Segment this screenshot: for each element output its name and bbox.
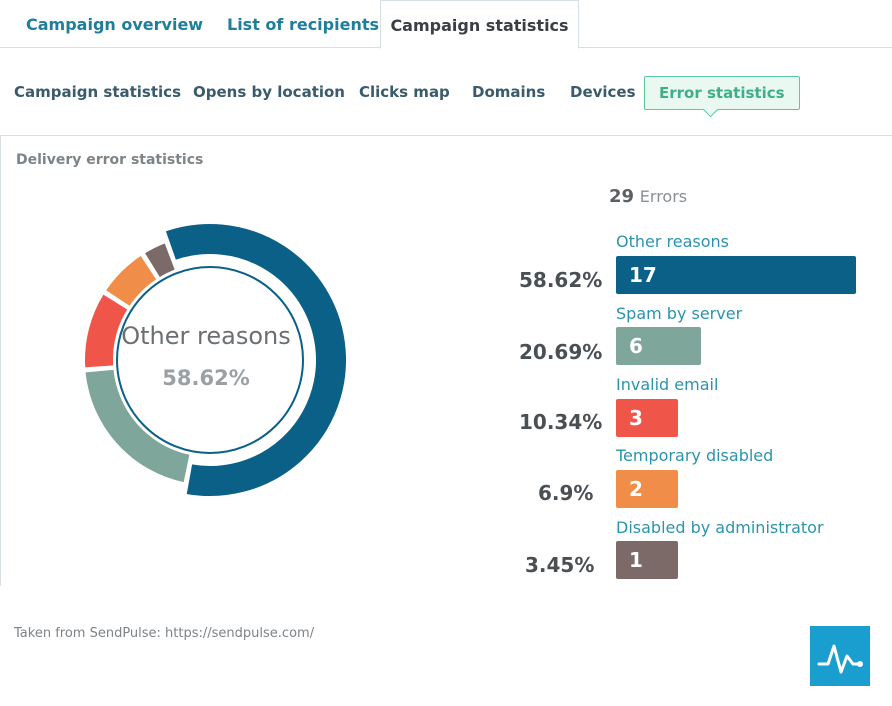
- bar-other-reasons: 17: [616, 256, 856, 294]
- error-donut-chart: [83, 222, 348, 498]
- row-percent-other-reasons: 58.62%: [519, 268, 603, 292]
- row-percent-temporary-disabled: 6.9%: [538, 481, 594, 505]
- section-title: Delivery error statistics: [16, 152, 204, 168]
- bar-disabled-by-administrator: 1: [616, 541, 678, 579]
- tab-campaign-statistics[interactable]: Campaign statistics: [380, 0, 579, 49]
- subtab-devices[interactable]: Devices: [570, 83, 636, 101]
- footer-note: Taken from SendPulse: https://sendpulse.…: [14, 626, 315, 641]
- row-label-invalid-email: Invalid email: [616, 375, 719, 394]
- slice-disabled-by-administrator[interactable]: [142, 240, 178, 280]
- tab-campaign-overview[interactable]: Campaign overview: [26, 15, 204, 34]
- sub-tabs: Campaign statistics Opens by location Cl…: [0, 60, 892, 136]
- errors-count: 29: [609, 186, 635, 207]
- tab-list-of-recipients[interactable]: List of recipients: [227, 15, 380, 34]
- donut-center-label: Other reasons: [121, 322, 291, 350]
- subtab-campaign-statistics[interactable]: Campaign statistics: [14, 83, 181, 101]
- slice-temporary-disabled[interactable]: [103, 253, 159, 309]
- pulse-icon: [817, 644, 863, 674]
- panel-border: [0, 136, 1, 586]
- row-percent-disabled-by-administrator: 3.45%: [525, 553, 595, 577]
- slice-invalid-email[interactable]: [83, 291, 130, 370]
- subtab-clicks-map[interactable]: Clicks map: [359, 83, 450, 101]
- subtab-opens-by-location[interactable]: Opens by location: [193, 83, 345, 101]
- row-percent-invalid-email: 10.34%: [519, 410, 603, 434]
- subtab-error-statistics[interactable]: Error statistics: [644, 76, 800, 110]
- top-tabs: Campaign overview List of recipients Cam…: [0, 0, 892, 49]
- brand-logo[interactable]: [810, 626, 870, 686]
- row-label-spam-by-server: Spam by server: [616, 304, 743, 323]
- row-label-other-reasons: Other reasons: [616, 232, 729, 251]
- donut-inner-ring: [116, 266, 304, 454]
- slice-spam-by-server[interactable]: [83, 367, 192, 485]
- row-label-temporary-disabled: Temporary disabled: [616, 446, 774, 465]
- row-label-disabled-by-administrator: Disabled by administrator: [616, 518, 824, 537]
- row-percent-spam-by-server: 20.69%: [519, 340, 603, 364]
- bar-invalid-email: 3: [616, 399, 678, 437]
- bar-spam-by-server: 6: [616, 327, 701, 365]
- bar-temporary-disabled: 2: [616, 470, 678, 508]
- subtab-domains[interactable]: Domains: [472, 83, 546, 101]
- errors-unit: Errors: [639, 187, 688, 206]
- errors-total: 29 Errors: [609, 186, 687, 207]
- donut-center-value: 58.62%: [162, 366, 250, 390]
- slice-other-reasons[interactable]: [163, 222, 348, 498]
